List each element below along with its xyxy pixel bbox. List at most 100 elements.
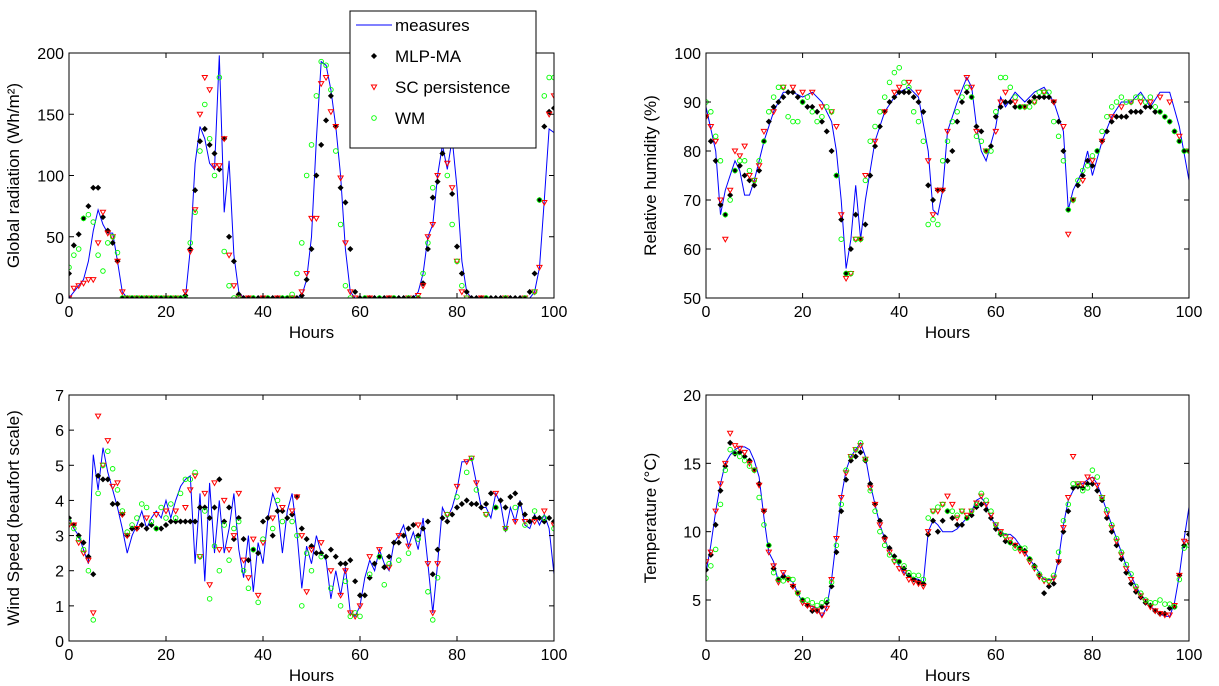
data-point <box>109 500 116 507</box>
data-point <box>293 294 300 298</box>
data-point <box>756 494 762 501</box>
data-point <box>318 141 325 148</box>
data-point <box>1099 128 1105 135</box>
data-point <box>206 514 213 522</box>
data-point <box>254 592 262 599</box>
data-point <box>245 557 252 564</box>
x-axis-label: Hours <box>289 323 334 342</box>
data-point <box>70 522 78 529</box>
data-point <box>915 581 922 588</box>
data-point <box>521 519 529 526</box>
data-point <box>959 94 965 100</box>
data-point <box>1065 501 1071 508</box>
data-point <box>522 295 528 298</box>
data-point <box>736 445 744 452</box>
data-point <box>1108 522 1115 528</box>
series-sc-persistence <box>706 430 1189 619</box>
data-point <box>1089 162 1096 169</box>
data-point <box>317 540 325 547</box>
data-point <box>1176 576 1183 583</box>
data-point <box>809 103 816 110</box>
data-point <box>1035 574 1043 581</box>
data-point <box>915 98 922 106</box>
data-point <box>468 294 475 298</box>
data-point <box>463 469 470 476</box>
data-point <box>915 118 922 125</box>
data-point <box>357 613 363 620</box>
data-point <box>424 234 432 241</box>
data-point <box>824 597 830 603</box>
data-point <box>963 89 970 96</box>
data-point <box>327 546 334 553</box>
data-point <box>924 529 932 536</box>
data-point <box>172 518 179 525</box>
data-point <box>1113 542 1120 549</box>
data-point <box>551 525 554 532</box>
data-point <box>337 603 344 609</box>
data-point <box>1050 99 1058 106</box>
chart-panel-1: 0 20 40 60 80 100 0 50 100 150 200 Hours Global radi… <box>4 46 567 342</box>
data-point <box>328 86 334 93</box>
data-point <box>929 196 937 204</box>
data-point <box>814 118 820 125</box>
data-point <box>303 276 310 283</box>
data-point <box>770 109 778 116</box>
data-point <box>362 295 368 298</box>
data-point <box>1108 525 1116 532</box>
data-point <box>84 557 92 564</box>
y-tick-label: 50 <box>683 291 701 308</box>
data-point <box>795 118 801 125</box>
data-point <box>910 576 917 583</box>
data-point <box>1021 551 1029 558</box>
data-point <box>361 592 368 599</box>
data-point <box>366 295 374 298</box>
data-point <box>939 158 946 164</box>
data-point <box>717 158 724 164</box>
data-point <box>124 529 130 535</box>
y-tick-label: 15 <box>683 456 701 473</box>
x-tick-label: 80 <box>448 647 466 664</box>
data-point <box>1118 113 1125 120</box>
data-point <box>780 573 787 580</box>
data-point <box>1142 103 1149 110</box>
data-point <box>746 457 753 464</box>
x-tick-label: 60 <box>351 304 369 321</box>
data-point <box>308 215 315 222</box>
data-point <box>497 497 504 504</box>
data-point <box>317 81 325 88</box>
y-axis-label: Wind Speed (beaufort scale) <box>4 410 23 625</box>
data-point <box>148 295 155 298</box>
data-point <box>274 497 281 504</box>
data-point <box>158 504 164 511</box>
x-tick-label: 60 <box>987 304 1005 321</box>
y-tick-label: 5 <box>55 458 64 475</box>
legend-label: SC persistence <box>395 78 510 97</box>
legend-item: MLP-MA <box>370 47 462 66</box>
data-point <box>1084 485 1091 491</box>
data-point <box>1094 148 1100 154</box>
data-point <box>881 537 889 544</box>
data-point <box>1060 147 1067 155</box>
data-point <box>949 508 956 514</box>
data-point <box>1108 528 1115 535</box>
data-point <box>746 460 753 467</box>
data-point <box>69 522 73 529</box>
data-point <box>206 141 213 148</box>
y-tick-label: 70 <box>683 193 701 210</box>
data-point <box>934 508 942 515</box>
data-point <box>726 187 734 194</box>
data-point <box>1055 133 1062 140</box>
data-point <box>342 283 349 289</box>
data-point <box>1002 74 1009 81</box>
data-point <box>216 74 223 81</box>
data-point <box>867 172 874 179</box>
data-point <box>958 521 966 528</box>
data-point <box>978 138 985 144</box>
data-point <box>790 576 796 583</box>
data-point <box>1070 484 1077 491</box>
data-point <box>760 128 768 136</box>
data-point <box>741 143 749 150</box>
data-point <box>453 483 461 490</box>
data-point <box>473 500 480 507</box>
data-point <box>220 497 228 505</box>
